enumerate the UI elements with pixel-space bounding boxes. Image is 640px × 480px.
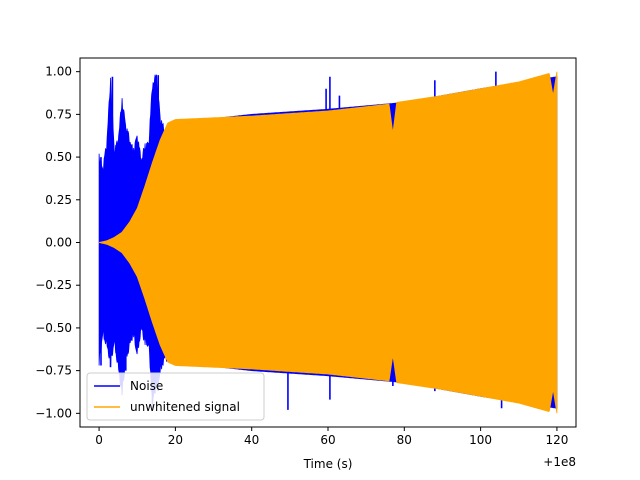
y-tick-label: −1.00 [35, 406, 72, 420]
x-tick-label: 20 [168, 433, 183, 447]
plot-area [98, 71, 558, 414]
y-tick-label: 1.00 [45, 65, 72, 79]
y-tick-label: 0.75 [45, 107, 72, 121]
unwhitened-signal-series [99, 71, 558, 414]
y-tick-label: −0.50 [35, 321, 72, 335]
legend-signal-label: unwhitened signal [130, 400, 240, 414]
x-axis-label: Time (s) [303, 457, 353, 471]
legend-noise-label: Noise [130, 379, 163, 393]
y-tick-label: 0.00 [45, 236, 72, 250]
y-tick-label: −0.75 [35, 364, 72, 378]
y-tick-label: 0.50 [45, 150, 72, 164]
y-axis-ticks: 1.00 0.75 0.50 0.25 0.00 −0.25 −0.50 −0.75 −1.00 [35, 65, 80, 420]
legend-box [86, 372, 265, 421]
x-tick-label: 120 [545, 433, 568, 447]
y-tick-label: −0.25 [35, 278, 72, 292]
x-axis-ticks: 0 20 40 60 80 100 120 [95, 427, 568, 447]
y-tick-label: 0.25 [45, 193, 72, 207]
x-tick-label: 100 [469, 433, 492, 447]
series-band [99, 71, 558, 414]
x-tick-label: 40 [244, 433, 259, 447]
x-tick-label: 80 [397, 433, 412, 447]
x-tick-label: 60 [320, 433, 335, 447]
x-axis-offset-label: +1e8 [543, 455, 576, 469]
x-tick-label: 0 [95, 433, 103, 447]
legend: Noise unwhitened signal [86, 372, 265, 421]
